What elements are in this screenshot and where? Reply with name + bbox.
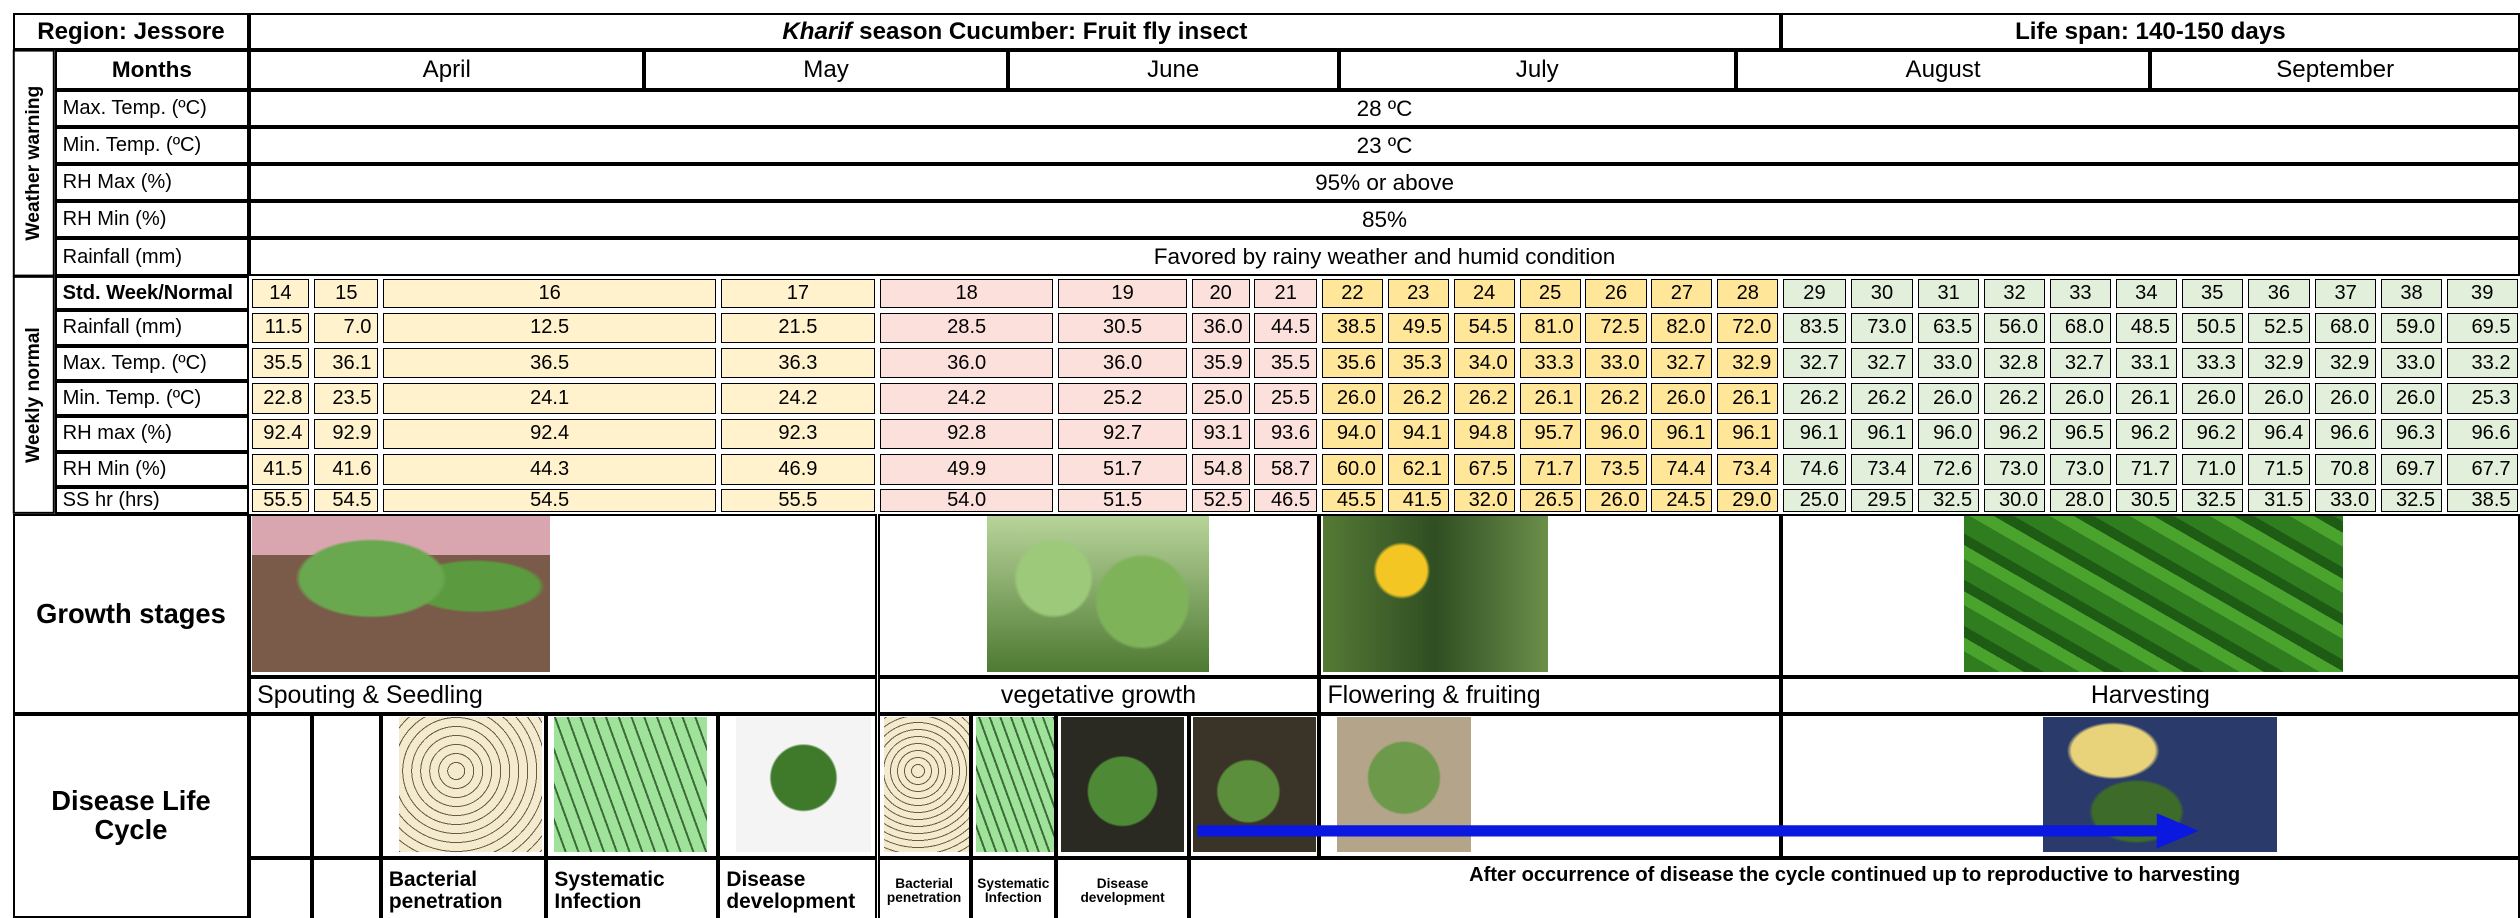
arrow — [0, 0, 2520, 918]
arrow-head — [2157, 813, 2199, 848]
page: Region: JessoreKharifseason Cucumber: Fr… — [0, 0, 2520, 918]
